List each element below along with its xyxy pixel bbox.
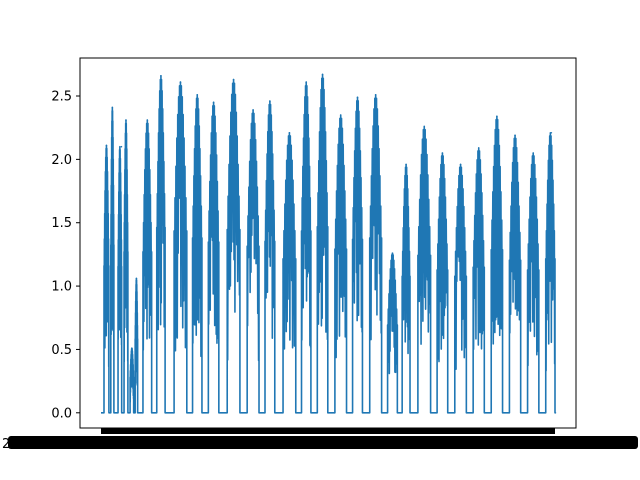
series-peak-point xyxy=(405,163,407,166)
series-peak-point xyxy=(441,152,444,154)
series-peak-point xyxy=(288,131,291,134)
series-peak-point xyxy=(111,106,114,109)
series-peak-point xyxy=(477,147,480,149)
series-peak-point xyxy=(514,134,516,137)
y-tick-label: 0.5 xyxy=(51,343,72,358)
y-tick-label: 1.5 xyxy=(51,216,72,231)
series-peak-point xyxy=(160,74,162,77)
series-layer xyxy=(101,73,557,414)
series-peak-point xyxy=(135,277,138,280)
series-peak-point xyxy=(179,81,182,83)
series-peak-point xyxy=(550,131,553,134)
series-peak-point xyxy=(356,96,359,99)
series-peak-point xyxy=(105,144,108,147)
series-peak-point xyxy=(305,81,308,83)
x-tick-label-band xyxy=(8,436,638,449)
series-peak-point xyxy=(374,93,377,96)
series-peak-point xyxy=(269,100,271,102)
x-tick-band xyxy=(101,428,555,434)
series-peak-point xyxy=(146,119,149,121)
series-peak-point xyxy=(252,109,254,111)
series-peak-point xyxy=(212,101,215,104)
series-peak-point xyxy=(423,125,426,128)
series-line xyxy=(101,73,557,414)
series-peak-point xyxy=(131,347,133,349)
series-peak-point xyxy=(120,145,123,148)
series-peak-point xyxy=(459,163,462,166)
x-tick-label-lead: 2 xyxy=(2,437,10,452)
series-peak-point xyxy=(391,252,394,254)
y-tick-label: 2.5 xyxy=(51,90,72,105)
series-peak-point xyxy=(232,78,235,81)
y-tick-label: 1.0 xyxy=(51,280,72,295)
series-peak-point xyxy=(196,93,199,96)
x-axis: 2 xyxy=(2,428,638,452)
y-axis: 0.0 0.5 1.0 1.5 2.0 2.5 xyxy=(51,90,80,421)
series-peak-point xyxy=(321,73,324,76)
series-peak-point xyxy=(125,119,127,121)
y-tick-label: 2.0 xyxy=(51,153,72,168)
series-peak-point xyxy=(496,115,498,118)
series-peak-point xyxy=(532,152,535,154)
series-peak-point xyxy=(339,114,342,116)
y-tick-label: 0.0 xyxy=(51,406,72,421)
